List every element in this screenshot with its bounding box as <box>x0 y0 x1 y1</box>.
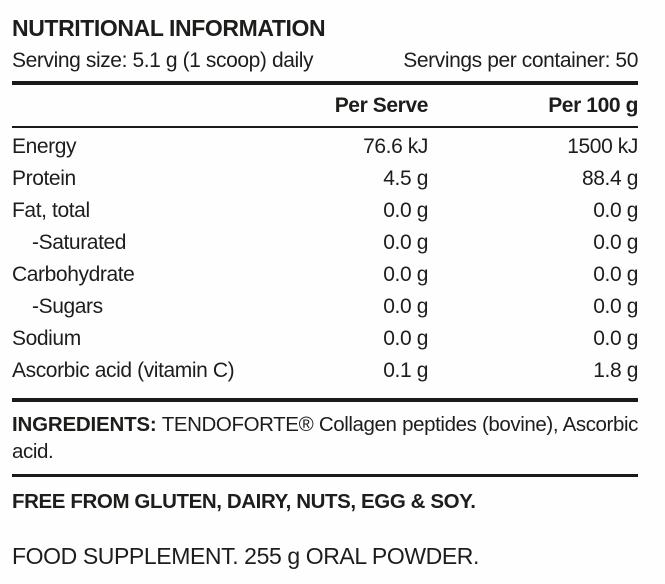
ingredients-label: INGREDIENTS: <box>12 413 157 436</box>
table-header-row: Per Serve Per 100 g <box>12 85 639 126</box>
table-row: -Sugars 0.0 g 0.0 g <box>12 291 638 323</box>
ingredients-text: INGREDIENTS: TENDOFORTE® Collagen peptid… <box>12 411 638 465</box>
page-title: NUTRITIONAL INFORMATION <box>12 15 326 41</box>
per-100g-value: 0.0 g <box>593 263 638 286</box>
divider-top <box>12 81 638 85</box>
table-header-per-100g: Per 100 g <box>548 93 638 117</box>
nutrient-name: -Sugars <box>32 295 103 318</box>
per-100g-value: 1500 kJ <box>567 135 638 158</box>
divider-ingredients <box>12 474 638 477</box>
servings-per-container-text: Servings per container: 50 <box>403 49 638 72</box>
per-serve-value: 0.1 g <box>383 359 428 382</box>
table-row: Ascorbic acid (vitamin C) 0.1 g 1.8 g <box>12 355 638 387</box>
per-100g-value: 0.0 g <box>593 295 638 318</box>
per-serve-value: 76.6 kJ <box>363 135 428 158</box>
nutrient-name: Energy <box>12 135 77 158</box>
nutrient-name: -Saturated <box>32 231 127 254</box>
nutrient-name: Fat, total <box>12 199 90 222</box>
divider-table-bottom <box>12 398 638 402</box>
per-serve-value: 4.5 g <box>383 167 428 190</box>
per-serve-value: 0.0 g <box>383 327 428 350</box>
per-serve-value: 0.0 g <box>383 231 428 254</box>
serving-info: Serving size: 5.1 g (1 scoop) daily Serv… <box>12 49 638 73</box>
per-serve-value: 0.0 g <box>383 199 428 222</box>
per-serve-value: 0.0 g <box>383 263 428 286</box>
nutrient-name: Sodium <box>12 327 81 350</box>
per-100g-value: 0.0 g <box>593 231 638 254</box>
per-100g-value: 1.8 g <box>593 359 638 382</box>
per-100g-value: 88.4 g <box>582 167 638 190</box>
nutrient-name: Ascorbic acid (vitamin C) <box>12 359 235 382</box>
per-serve-value: 0.0 g <box>383 295 428 318</box>
table-row: Carbohydrate 0.0 g 0.0 g <box>12 259 638 291</box>
nutrient-name: Protein <box>12 167 76 190</box>
per-100g-value: 0.0 g <box>593 199 638 222</box>
ingredients-list: TENDOFORTE® Collagen peptides (bovine), … <box>12 413 638 463</box>
table-header-per-serve: Per Serve <box>334 93 429 117</box>
table-row: Energy 76.6 kJ 1500 kJ <box>12 131 638 163</box>
table-row: Protein 4.5 g 88.4 g <box>12 163 638 195</box>
table-row: Fat, total 0.0 g 0.0 g <box>12 195 638 227</box>
nutrition-table: Energy 76.6 kJ 1500 kJ Protein 4.5 g 88.… <box>12 128 638 393</box>
table-row: -Saturated 0.0 g 0.0 g <box>12 227 638 259</box>
nutrient-name: Carbohydrate <box>12 263 135 286</box>
per-100g-value: 0.0 g <box>593 327 638 350</box>
free-from-text: FREE FROM GLUTEN, DAIRY, NUTS, EGG & SOY… <box>12 489 476 513</box>
serving-size-text: Serving size: 5.1 g (1 scoop) daily <box>12 49 314 72</box>
supplement-text: FOOD SUPPLEMENT. 255 g ORAL POWDER. <box>12 542 479 569</box>
table-row: Sodium 0.0 g 0.0 g <box>12 323 638 355</box>
divider-header <box>12 125 638 128</box>
